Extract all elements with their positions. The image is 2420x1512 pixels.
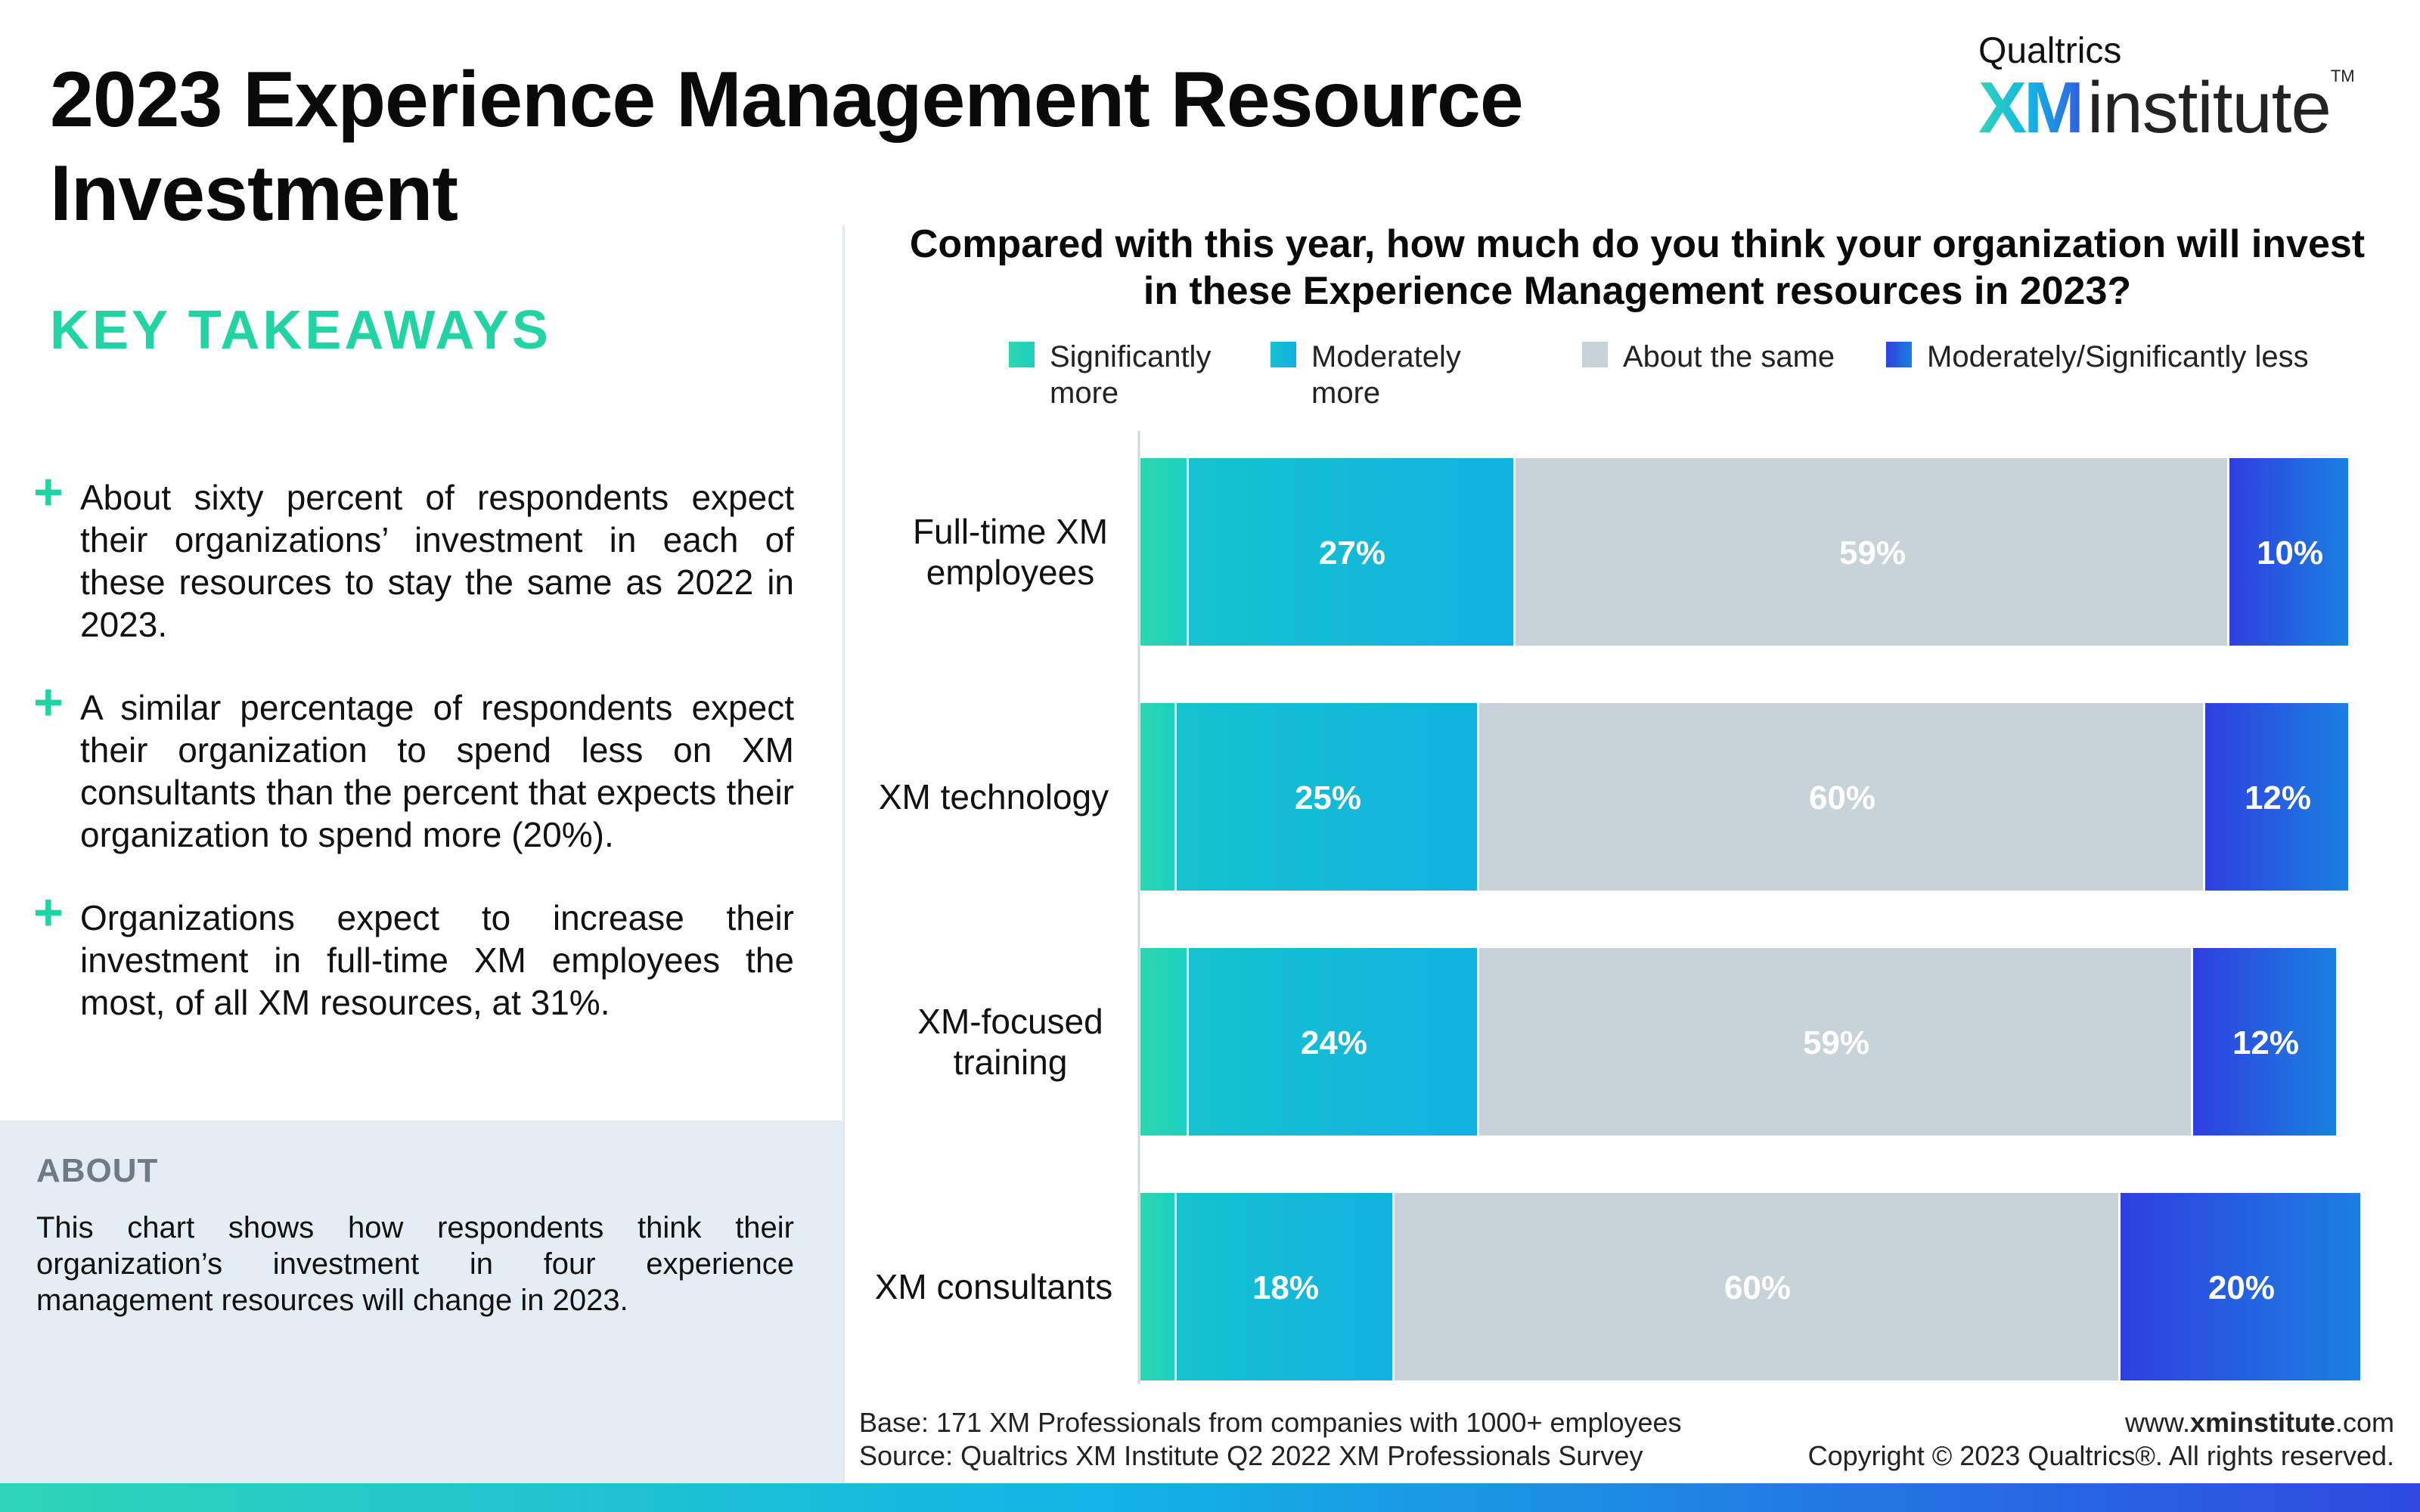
data-label: 25% <box>1295 779 1361 816</box>
category-label: XM consultants <box>875 1267 1112 1306</box>
legend-label: Moderately/Significantly less <box>1927 340 2309 373</box>
legend-label: Moderately more <box>1311 340 1461 410</box>
copyright-block: www.xminstitute.com Copyright © 2023 Qua… <box>1808 1406 2394 1473</box>
page-title: 2023 Experience Management Resource Inve… <box>50 56 1524 237</box>
category-label: Full-time XM employees <box>913 512 1108 592</box>
bar-segment <box>1189 948 1477 1136</box>
data-label: 10% <box>2257 534 2323 572</box>
legend-swatch <box>1270 342 1296 367</box>
takeaway-item: + Organizations expect to increase their… <box>33 884 794 1024</box>
data-label: 12% <box>2232 1024 2299 1061</box>
copyright-text: Copyright © 2023 Qualtrics®. All rights … <box>1807 1440 2394 1471</box>
bar-segment <box>1177 703 1477 891</box>
about-panel <box>0 1120 842 1483</box>
source-note: Source: Qualtrics XM Institute Q2 2022 X… <box>859 1440 1643 1471</box>
data-label: 24% <box>1301 1024 1367 1061</box>
takeaway-text: Organizations expect to increase their i… <box>80 898 794 1022</box>
bottom-gradient-strip <box>0 1483 2420 1512</box>
logo-trademark: TM <box>2330 67 2355 85</box>
legend-item: Moderately/Significantly less <box>1886 339 2350 375</box>
legend-swatch <box>1009 342 1035 367</box>
bar-segment <box>1177 1193 1392 1380</box>
footnote: Base: 171 XM Professionals from companie… <box>859 1406 1682 1473</box>
key-takeaways-heading: KEY TAKEAWAYS <box>50 300 551 361</box>
logo-qualtrics-text: Qualtrics <box>1978 31 2122 71</box>
legend-item: Significantly more <box>1009 339 1261 411</box>
base-note: Base: 171 XM Professionals from companie… <box>859 1407 1682 1438</box>
url-domain: xminstitute <box>2189 1407 2335 1438</box>
column-divider <box>842 225 845 1483</box>
xm-institute-logo: XMinstituteTM <box>1978 67 2355 150</box>
takeaway-item: + A similar percentage of respondents ex… <box>33 674 794 856</box>
url-suffix: .com <box>2335 1407 2394 1438</box>
chart-title: Compared with this year, how much do you… <box>909 222 2366 313</box>
logo-institute-text: institute <box>2087 67 2332 148</box>
bar-segment <box>1140 1193 1174 1380</box>
data-label: 60% <box>1724 1269 1791 1306</box>
bar-segment <box>1140 458 1187 646</box>
category-label: XM-focused training <box>917 1002 1103 1082</box>
plus-icon: + <box>33 884 64 941</box>
about-heading: ABOUT <box>36 1152 159 1189</box>
bar-segment <box>1189 458 1513 646</box>
bar-segment <box>1479 703 2203 891</box>
bar-segment <box>2205 703 2348 891</box>
takeaway-item: + About sixty percent of respondents exp… <box>33 463 794 646</box>
data-label: 59% <box>1803 1024 1869 1061</box>
takeaway-text: A similar percentage of respondents expe… <box>80 688 794 854</box>
bar-segment <box>1140 703 1174 891</box>
bar-segment <box>2121 1193 2360 1380</box>
bar-segment <box>1140 948 1187 1136</box>
legend-item: About the same <box>1582 339 1895 375</box>
bar-segment <box>1479 948 2191 1136</box>
bar-segment <box>1395 1193 2118 1380</box>
website-link[interactable]: www.xminstitute.com <box>1808 1406 2394 1439</box>
about-text: This chart shows how respondents think t… <box>36 1211 794 1317</box>
legend-swatch <box>1582 342 1608 367</box>
legend-item: Moderately more <box>1270 339 1538 411</box>
bar-segment <box>1516 458 2227 646</box>
data-label: 27% <box>1319 534 1385 572</box>
takeaway-text: About sixty percent of respondents expec… <box>80 478 794 644</box>
bar-segment <box>2229 458 2348 646</box>
data-label: 20% <box>2208 1269 2275 1306</box>
logo-xm-text: XM <box>1978 67 2084 148</box>
legend-swatch <box>1886 342 1912 367</box>
plus-icon: + <box>33 463 64 521</box>
data-label: 60% <box>1809 779 1876 816</box>
data-label: 59% <box>1839 534 1906 572</box>
plus-icon: + <box>33 674 64 731</box>
bar-segment <box>2193 948 2336 1136</box>
legend-label: Significantly more <box>1050 340 1212 410</box>
category-label: XM technology <box>879 777 1109 816</box>
data-label: 18% <box>1252 1269 1319 1306</box>
data-label: 12% <box>2245 779 2311 816</box>
url-prefix: www. <box>2124 1407 2190 1438</box>
legend-label: About the same <box>1623 340 1835 373</box>
